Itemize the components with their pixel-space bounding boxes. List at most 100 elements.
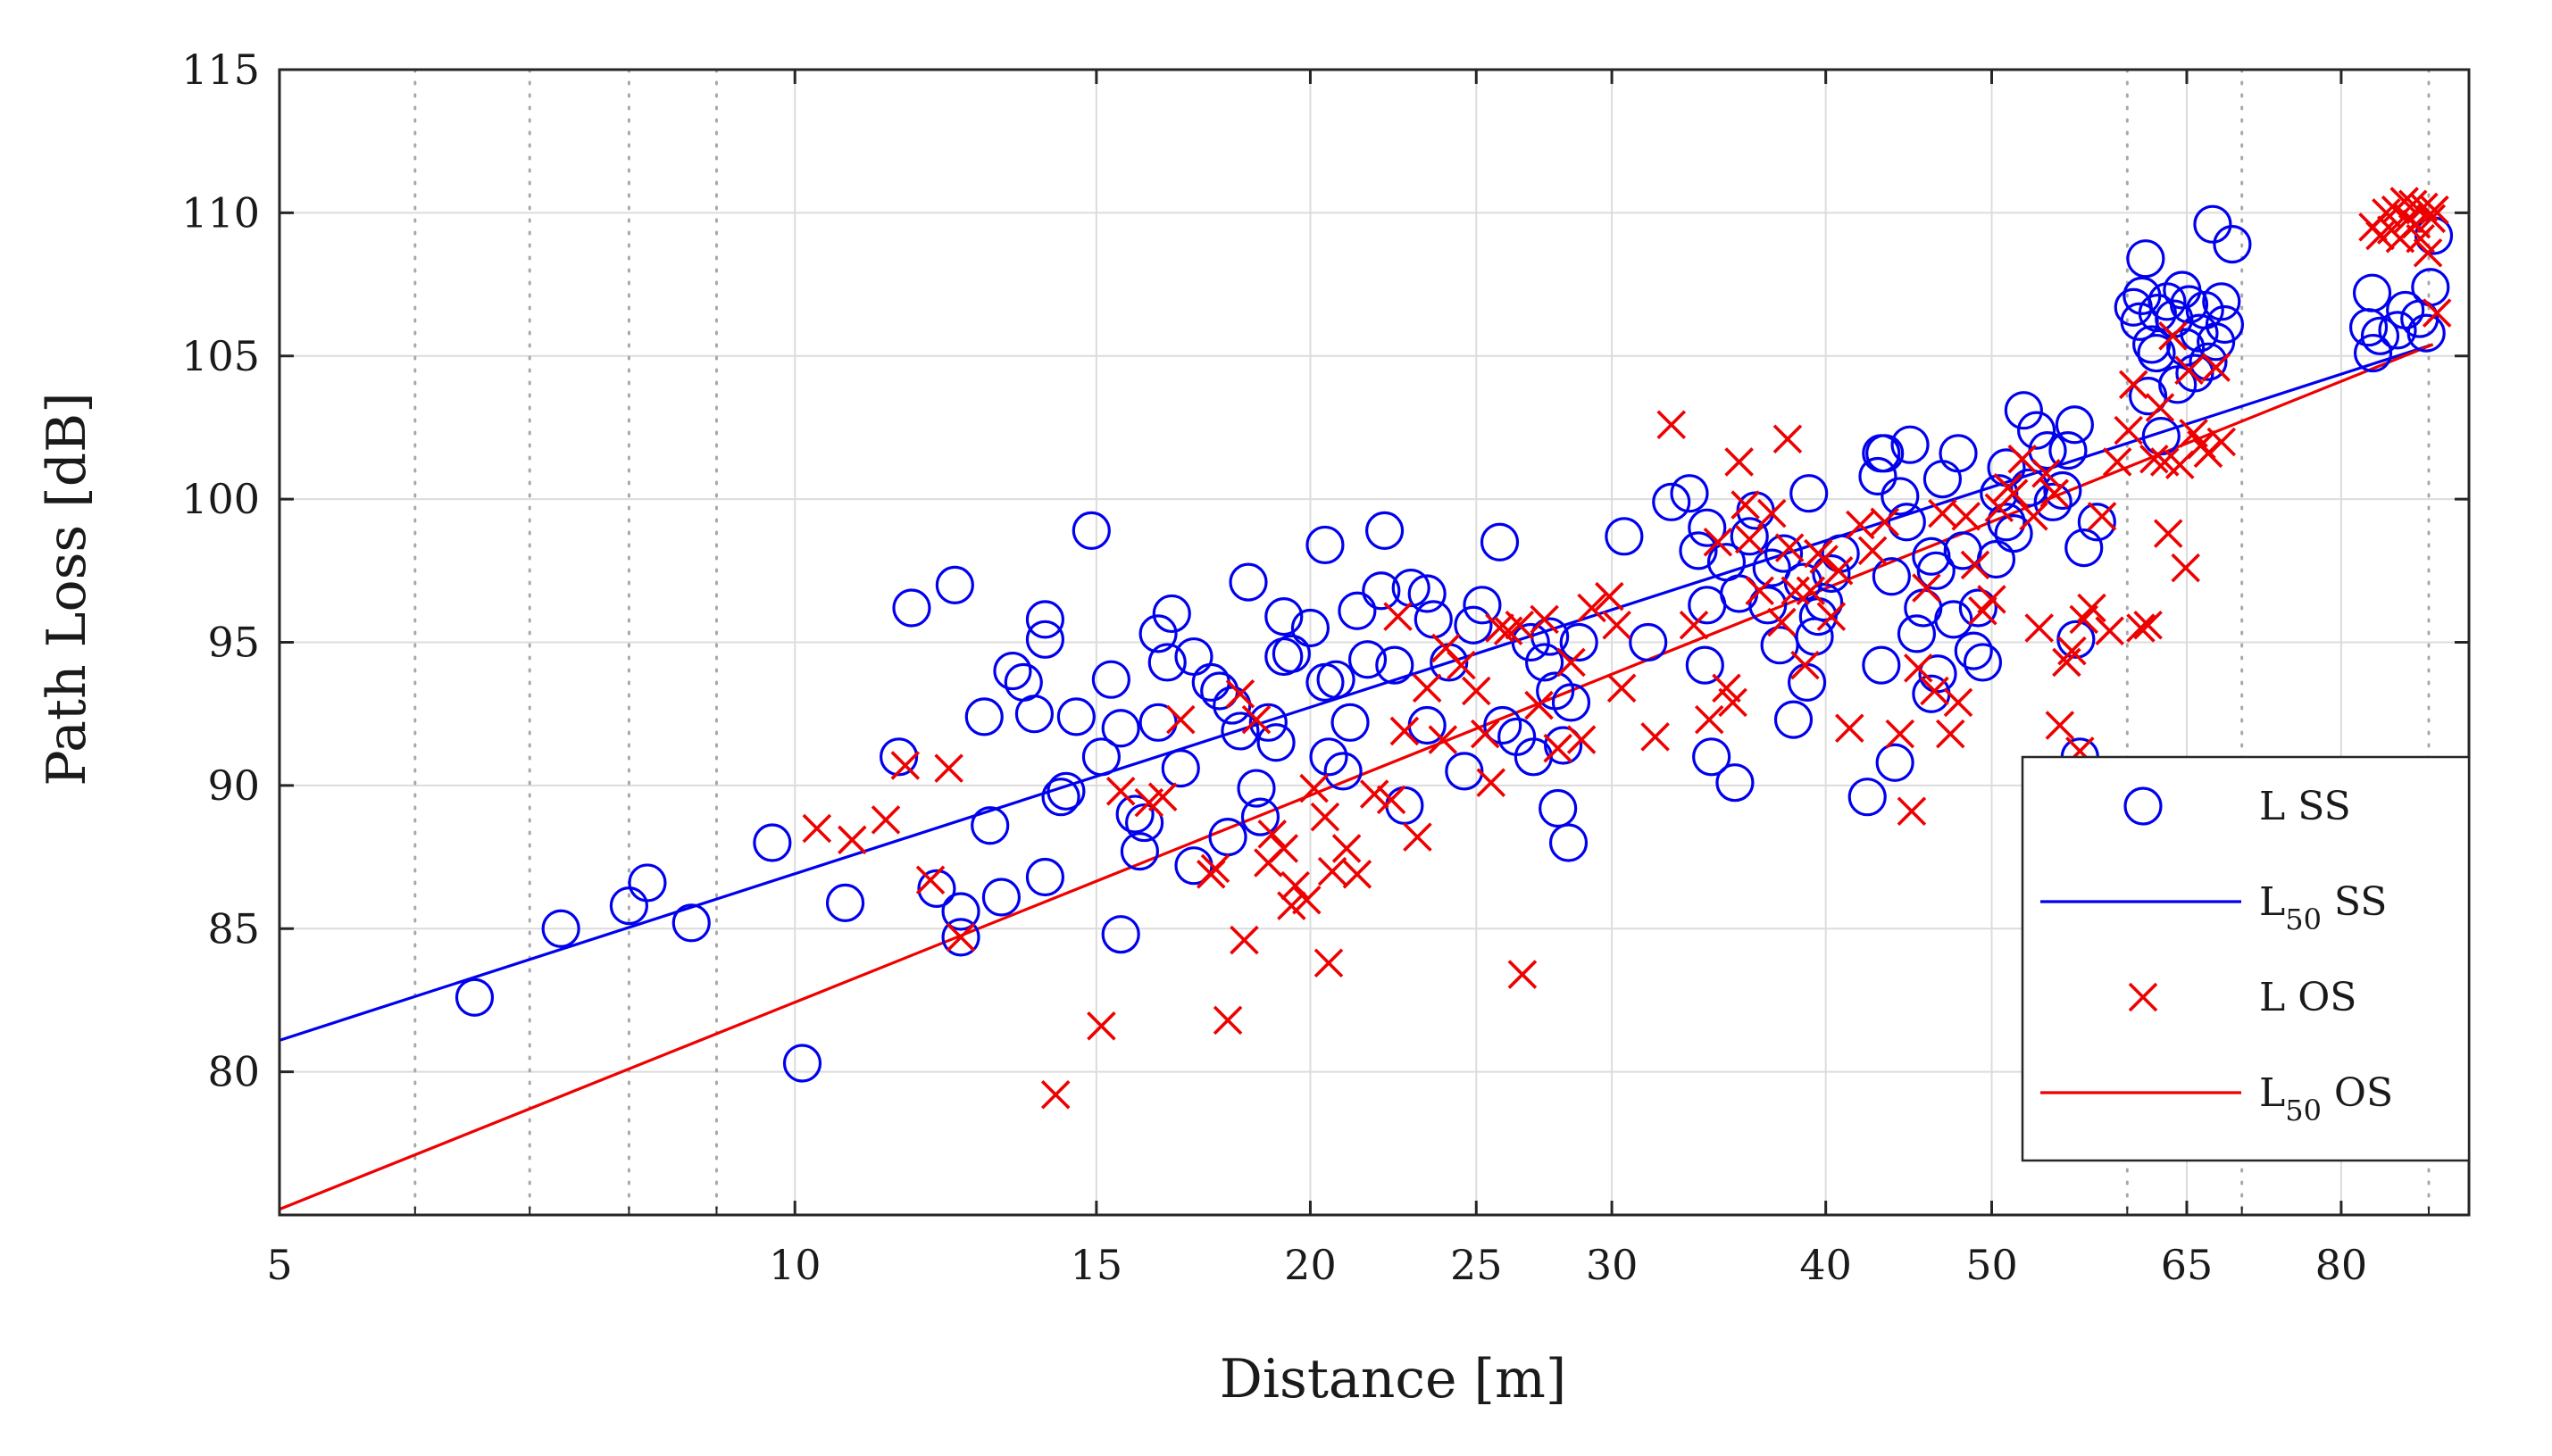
os-x-marker xyxy=(934,753,963,783)
ss-circle-marker xyxy=(1362,571,1401,611)
ss-circle-marker xyxy=(1652,482,1691,521)
os-x-marker xyxy=(1505,610,1535,640)
os-x-marker xyxy=(1772,424,1803,454)
os-x-marker xyxy=(1870,507,1899,537)
ss-circle-marker xyxy=(1934,600,1973,639)
ss-circle-marker xyxy=(941,918,980,957)
y-tick-label: 110 xyxy=(181,188,260,237)
ss-circle-marker xyxy=(1152,594,1191,634)
os-x-marker xyxy=(1724,447,1754,477)
ss-circle-marker xyxy=(1014,695,1055,734)
x-tick-label: 80 xyxy=(2315,1241,2368,1289)
os-x-marker xyxy=(2087,502,2117,531)
os-x-marker xyxy=(1912,573,1941,603)
ss-circle-marker xyxy=(1375,645,1414,685)
ss-circle-marker xyxy=(1407,574,1447,613)
ss-circle-marker xyxy=(1445,752,1484,791)
os-x-marker xyxy=(1476,768,1506,797)
os-x-marker xyxy=(1846,510,1875,540)
os-x-marker xyxy=(1920,676,1949,706)
ss-circle-marker xyxy=(1963,643,2003,682)
ss-circle-marker xyxy=(1918,654,1957,694)
os-x-marker xyxy=(1998,478,2029,508)
ss-circle-marker xyxy=(2056,620,2096,659)
ss-circle-marker xyxy=(2132,325,2172,364)
ss-circle-marker xyxy=(1865,434,1905,473)
ss-circle-marker xyxy=(2213,225,2252,264)
os-x-marker xyxy=(1809,545,1839,574)
os-x-marker xyxy=(1383,602,1413,631)
ss-circle-marker xyxy=(1101,709,1140,748)
ss-circle-marker xyxy=(1730,517,1769,556)
x-tick-label: 65 xyxy=(2161,1241,2214,1289)
grid-layer xyxy=(279,68,2469,1217)
legend-box xyxy=(2021,755,2471,1162)
ss-circle-marker xyxy=(1715,763,1755,803)
legend-label: L50 SS xyxy=(2259,879,2387,936)
ss-circle-marker xyxy=(2048,430,2088,470)
ss-circle-marker xyxy=(1221,711,1260,751)
ss-circle-marker xyxy=(1138,614,1178,653)
os-x-marker xyxy=(1165,704,1196,735)
ss-circle-marker xyxy=(1256,723,1296,762)
ss-circle-marker xyxy=(2360,316,2400,355)
os-x-marker xyxy=(2145,393,2175,422)
os-x-marker xyxy=(1241,704,1272,735)
ss-circle-marker xyxy=(2077,503,2116,542)
ss-circle-marker xyxy=(1272,634,1311,673)
ss-circle-marker xyxy=(1881,477,1920,516)
os-x-marker xyxy=(1595,581,1624,612)
ss-circle-marker xyxy=(1483,705,1522,745)
ss-circle-marker xyxy=(1548,823,1589,862)
os-x-marker xyxy=(2206,427,2237,457)
x-tick-label: 10 xyxy=(769,1241,821,1289)
legend-item-l50-os: L50 OS xyxy=(2040,1070,2393,1127)
ss-circle-marker xyxy=(1330,703,1370,742)
os-x-marker xyxy=(2045,711,2075,740)
ss-circle-marker xyxy=(1338,591,1377,630)
y-tick-label: 115 xyxy=(181,46,260,94)
ss-circle-marker xyxy=(1115,795,1155,834)
ss-circle-marker xyxy=(1147,643,1187,682)
legend: L SS L50 SS L OS L50 OS xyxy=(2021,755,2471,1162)
os-x-marker xyxy=(2153,519,2183,548)
y-tick-label: 105 xyxy=(181,332,260,380)
ss-circle-marker xyxy=(1858,456,1897,496)
ss-circle-marker xyxy=(1041,778,1080,817)
ss-circle-marker xyxy=(1679,531,1718,570)
ss-circle-marker xyxy=(1994,514,2033,553)
os-x-marker xyxy=(1040,1080,1071,1110)
ss-circle-marker xyxy=(2378,311,2417,350)
fit-lines-layer xyxy=(279,343,2434,1211)
ss-circle-marker xyxy=(2193,204,2232,244)
y-tick-label: 100 xyxy=(181,475,260,523)
ss-circle-marker xyxy=(1872,557,1911,596)
os-x-marker xyxy=(2114,415,2143,445)
ss-circle-marker xyxy=(2137,333,2176,373)
os-x-marker xyxy=(1359,779,1389,809)
os-x-marker xyxy=(1087,1011,1116,1041)
ss-circle-marker xyxy=(2189,342,2228,381)
os-x-marker xyxy=(2095,616,2124,645)
os-x-marker xyxy=(2422,298,2452,328)
ss-circle-marker xyxy=(935,565,974,604)
os-x-marker xyxy=(1835,713,1864,743)
ss-circle-marker xyxy=(2205,304,2245,345)
os-x-marker xyxy=(2118,370,2148,400)
os-x-marker xyxy=(1412,673,1442,703)
ss-circle-marker xyxy=(1958,588,1997,628)
os-x-marker xyxy=(890,751,921,780)
os-x-marker xyxy=(2126,613,2156,643)
x-tick-label: 50 xyxy=(1965,1241,2018,1289)
os-x-marker xyxy=(1314,948,1344,978)
ss-circle-marker xyxy=(993,651,1032,691)
os-x-marker xyxy=(1507,960,1538,989)
ss-circle-marker xyxy=(2175,354,2214,393)
os-x-marker xyxy=(1718,687,1747,718)
ss-circle-marker xyxy=(1789,474,1829,513)
os-x-marker xyxy=(2133,610,2163,640)
legend-item-l-ss: L SS xyxy=(2123,784,2351,829)
ss-circle-marker xyxy=(1954,631,1993,670)
legend-x-marker xyxy=(2128,982,2158,1012)
ss-circle-marker xyxy=(2353,333,2393,373)
